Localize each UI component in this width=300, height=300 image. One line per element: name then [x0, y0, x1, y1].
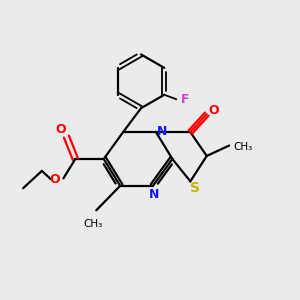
Text: F: F: [181, 93, 189, 106]
Text: S: S: [190, 181, 200, 195]
Text: N: N: [148, 188, 159, 201]
Text: O: O: [208, 104, 219, 117]
Text: N: N: [157, 125, 167, 138]
Text: O: O: [50, 173, 60, 186]
Text: CH₃: CH₃: [234, 142, 253, 152]
Text: CH₃: CH₃: [83, 219, 102, 229]
Text: O: O: [56, 124, 66, 136]
